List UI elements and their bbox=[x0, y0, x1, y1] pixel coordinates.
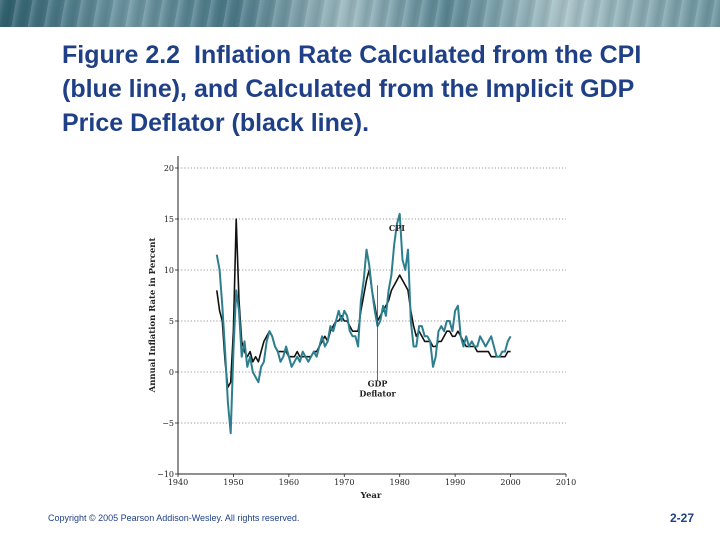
page-number: 2-27 bbox=[669, 511, 694, 525]
tick-label-y-0: −10 bbox=[157, 470, 174, 479]
y-axis-label: Annual Inflation Rate in Percent bbox=[148, 238, 158, 394]
tick-label-x-1: 1950 bbox=[223, 478, 243, 487]
banner-texture bbox=[0, 0, 720, 27]
tick-label-x-6: 2000 bbox=[500, 478, 520, 487]
tick-label-y-5: 15 bbox=[164, 215, 174, 224]
tick-label-x-0: 1940 bbox=[168, 478, 188, 487]
annotation-1: GDP bbox=[368, 378, 388, 388]
tick-label-x-2: 1960 bbox=[279, 478, 299, 487]
grid-lines bbox=[178, 167, 566, 424]
tick-label-y-2: 0 bbox=[169, 368, 174, 377]
series-lines bbox=[215, 212, 512, 435]
tick-label-x-3: 1970 bbox=[334, 478, 354, 487]
series-line-gdp-deflator bbox=[216, 218, 511, 389]
header-banner bbox=[0, 0, 720, 27]
slide-title: Figure 2.2 Inflation Rate Calculated fro… bbox=[62, 38, 682, 140]
tick-label-y-6: 20 bbox=[164, 164, 174, 173]
x-axis-label: Year bbox=[360, 491, 382, 501]
tick-label-x-4: 1980 bbox=[390, 478, 410, 487]
annotation-0: CPI bbox=[389, 223, 405, 233]
tick-label-x-7: 2010 bbox=[556, 478, 576, 487]
figure-number: Figure 2.2 bbox=[62, 41, 181, 69]
axis-ticks: −10 −5 0 5 10 15 20 1940 1950 1960 1970 1980 1990 200… bbox=[157, 164, 576, 487]
tick-label-y-3: 5 bbox=[169, 317, 174, 326]
series-line-cpi bbox=[215, 212, 512, 435]
tick-label-y-1: −5 bbox=[162, 419, 174, 428]
tick-label-y-4: 10 bbox=[164, 266, 174, 275]
copyright-notice: Copyright © 2005 Pearson Addison-Wesley.… bbox=[48, 513, 300, 523]
annotation-2: Deflator bbox=[359, 388, 396, 398]
tick-label-x-5: 1990 bbox=[445, 478, 465, 487]
figure-caption: Inflation Rate Calculated from the CPI (… bbox=[62, 41, 642, 137]
